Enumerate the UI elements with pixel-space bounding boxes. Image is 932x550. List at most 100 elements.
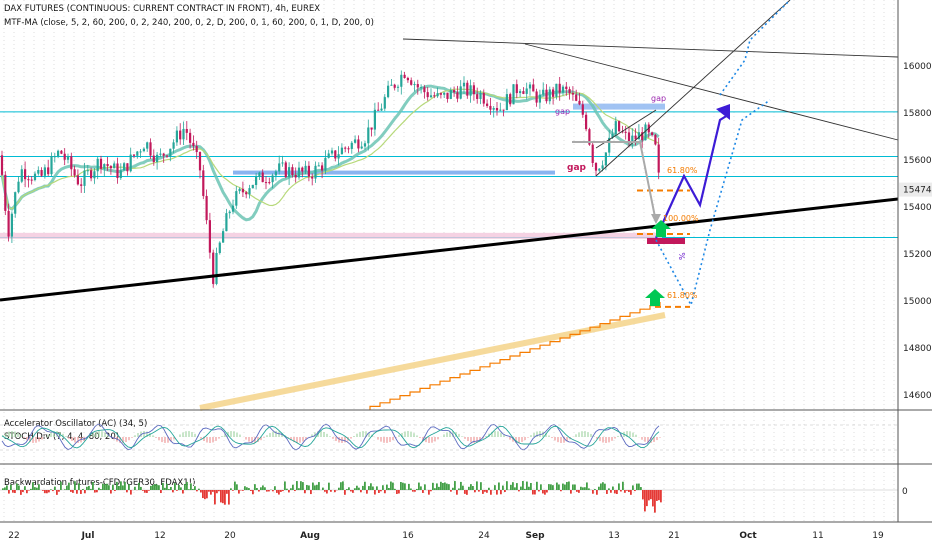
drawings (0, 0, 899, 411)
candle-body (139, 151, 142, 153)
backw-bar (48, 490, 50, 493)
candle-body (558, 83, 561, 93)
backw-bar (110, 490, 112, 494)
backw-bar (608, 488, 610, 490)
backw-bar (216, 490, 218, 494)
candle-body (146, 142, 149, 149)
osc-bar (575, 434, 577, 437)
candle-body (568, 89, 571, 94)
backw-bar (398, 490, 400, 494)
backw-bar (138, 482, 140, 490)
backw-bar (538, 490, 540, 492)
backw-bar (98, 487, 100, 490)
zones (0, 103, 665, 239)
candle-body (552, 89, 555, 97)
backw-bar (54, 486, 56, 490)
candle-body (509, 94, 512, 105)
backw-bar (640, 487, 642, 490)
backw-bar (466, 490, 468, 495)
osc-bar (632, 432, 634, 437)
osc-bar (437, 437, 439, 440)
backw-bar (192, 488, 194, 490)
backw-bar (604, 483, 606, 490)
osc-bar (377, 437, 379, 440)
backw-bar (646, 490, 648, 507)
backw-bar (390, 481, 392, 490)
backw-bar (298, 488, 300, 490)
backw-bar (510, 484, 512, 490)
osc-bar (449, 431, 451, 437)
backw-bar (402, 482, 404, 490)
time-tick-label: 21 (668, 531, 679, 541)
backw-bar (34, 487, 36, 490)
backw-bar (246, 487, 248, 490)
candle-body (627, 132, 631, 143)
backw-bar (460, 481, 462, 490)
backw-bar (656, 490, 658, 501)
backw-bar (154, 484, 156, 490)
candle-body (624, 131, 627, 133)
backw-bar (156, 484, 158, 490)
backw-bar (134, 486, 136, 490)
candle-body (66, 156, 70, 160)
osc-bar (230, 431, 232, 437)
backw-bar (222, 490, 224, 504)
green-arrow-up (645, 289, 665, 306)
candle-body (611, 134, 614, 138)
backw-bar (362, 485, 364, 490)
backw-bar (210, 490, 212, 495)
candle-body (235, 191, 238, 206)
osc-bar (149, 433, 151, 437)
backw-bar (120, 481, 122, 490)
backw-bar (622, 481, 624, 490)
backw-bar (448, 484, 450, 490)
osc-bar (524, 437, 526, 441)
backw-bar (116, 481, 118, 490)
candle-body (449, 90, 452, 99)
candle-body (255, 176, 258, 185)
candle-body (172, 142, 175, 149)
backw-bar (2, 488, 4, 490)
backw-bar (242, 490, 244, 491)
backw-bar (160, 490, 162, 494)
candle-body (264, 182, 268, 184)
osc-bar (656, 437, 658, 441)
backw-bar (338, 487, 340, 490)
backw-bar (260, 487, 262, 490)
candle-body (515, 84, 518, 94)
backw-bar (114, 490, 116, 492)
candle-body (225, 213, 228, 232)
candle-body (377, 109, 380, 111)
candle-body (545, 89, 548, 102)
backw-bar (452, 487, 454, 490)
osc-bar (146, 431, 148, 437)
time-tick-label: 24 (478, 531, 490, 541)
osc-bar (542, 431, 544, 437)
dotted-projection-upper (719, 0, 791, 96)
candle-body (581, 104, 584, 115)
osc-bar (248, 437, 250, 442)
time-tick-label: Oct (739, 531, 757, 541)
price-tick-label: 14800 (903, 344, 932, 354)
osc-bar (71, 437, 73, 441)
backw-bar (124, 481, 126, 490)
backw-bar (18, 485, 20, 490)
osc-bar (596, 437, 598, 439)
dotted-projection (655, 99, 771, 308)
osc-bar (326, 433, 328, 437)
candle-body (297, 167, 301, 178)
backw-bar (346, 489, 348, 490)
backw-bar (94, 490, 96, 493)
price-tick-label: 15800 (903, 109, 932, 119)
backw-bar (22, 490, 24, 493)
osc-bar (233, 431, 235, 437)
backw-bar (574, 484, 576, 490)
osc-bar (68, 437, 70, 439)
candle-body (142, 148, 145, 152)
candle-body (60, 150, 63, 154)
backw-bar (606, 490, 608, 494)
osc-bar (263, 437, 265, 438)
backw-bar (550, 484, 552, 490)
candle-body (357, 139, 360, 149)
